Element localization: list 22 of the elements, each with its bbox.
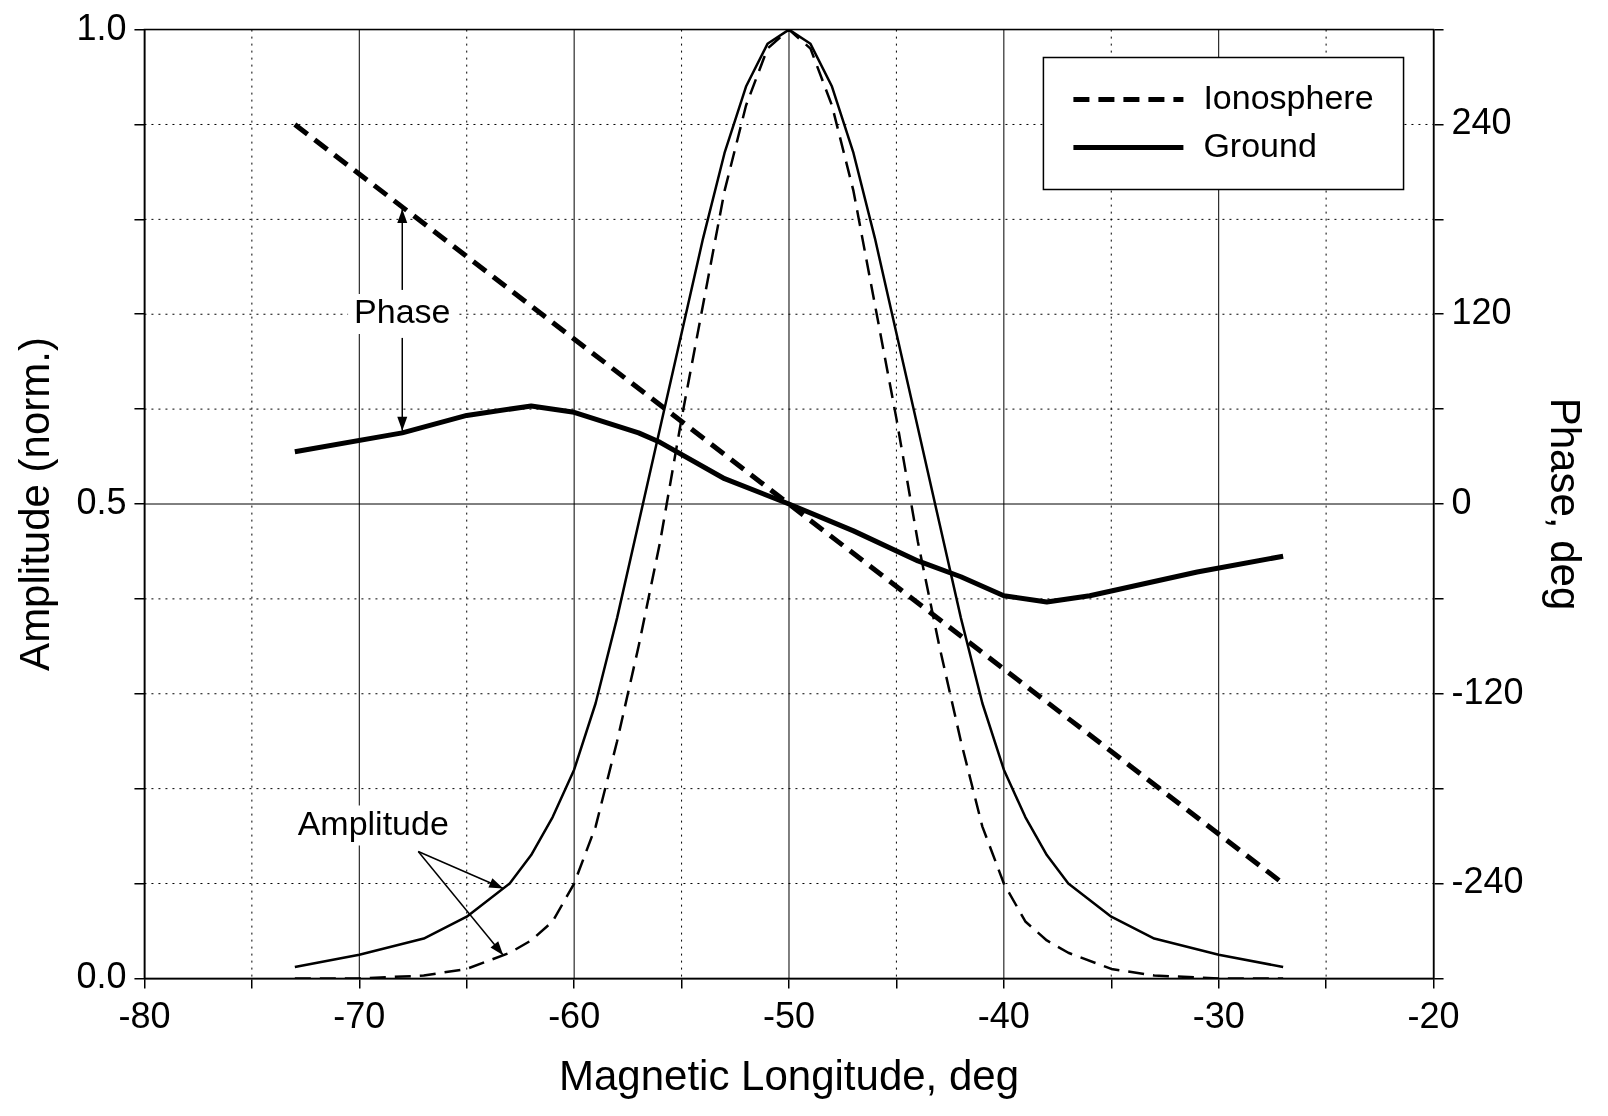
annotation: Phase bbox=[354, 292, 451, 331]
y-tick-label: 0.5 bbox=[76, 480, 127, 522]
legend-label: Ground bbox=[1203, 125, 1317, 164]
annotation: Amplitude bbox=[297, 803, 449, 842]
x-tick-label: -60 bbox=[548, 994, 601, 1036]
y2-tick-label: 120 bbox=[1451, 291, 1512, 333]
x-tick-label: -80 bbox=[118, 994, 171, 1036]
y-tick-label: 0.0 bbox=[76, 955, 127, 997]
legend-label: Ionosphere bbox=[1203, 77, 1374, 116]
x-tick-label: -70 bbox=[333, 994, 386, 1036]
x-axis-title: Magnetic Longitude, deg bbox=[558, 1052, 1019, 1100]
x-tick-label: -50 bbox=[762, 994, 816, 1036]
y2-tick-label: 240 bbox=[1451, 101, 1512, 143]
y-axis-title: Amplitude (norm.) bbox=[10, 337, 58, 671]
x-tick-label: -40 bbox=[977, 994, 1030, 1036]
y-tick-label: 1.0 bbox=[76, 6, 127, 48]
x-tick-label: -20 bbox=[1407, 994, 1460, 1036]
y2-tick-label: -120 bbox=[1451, 670, 1524, 712]
y2-axis-title: Phase, deg bbox=[1542, 397, 1590, 611]
y2-tick-label: -240 bbox=[1451, 860, 1524, 902]
y2-tick-label: 0 bbox=[1451, 480, 1472, 522]
x-tick-label: -30 bbox=[1192, 994, 1245, 1036]
